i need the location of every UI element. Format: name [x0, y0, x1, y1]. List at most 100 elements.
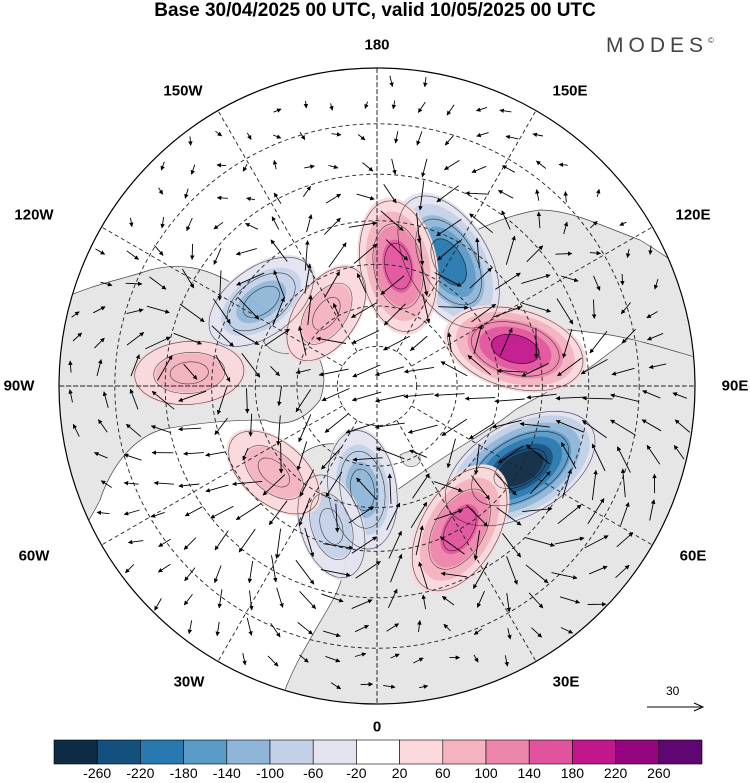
- wind-vector: [188, 136, 193, 146]
- wind-vector: [302, 185, 311, 198]
- wind-vector: [582, 395, 613, 401]
- meridian-line: [217, 110, 358, 352]
- lon-label-180: 180: [364, 36, 390, 54]
- wind-vector: [331, 132, 342, 137]
- wind-vector: [496, 368, 528, 374]
- wind-vector: [387, 588, 398, 608]
- wind-vector: [362, 162, 374, 172]
- wind-vector: [178, 426, 202, 432]
- wind-vector: [213, 248, 222, 265]
- colorbar: [53, 739, 703, 765]
- contour-line: [228, 430, 320, 515]
- contour-line: [226, 272, 296, 332]
- wind-vector: [535, 189, 540, 201]
- wind-vector: [330, 682, 342, 690]
- colorbar-tick: 180: [560, 765, 585, 781]
- contour-set: [134, 340, 245, 405]
- wind-vector: [625, 248, 631, 258]
- wind-vector: [469, 213, 493, 234]
- wind-vector: [649, 499, 656, 521]
- lon-label-120w: 120W: [14, 206, 54, 224]
- wind-vector: [464, 396, 496, 401]
- wind-vector: [476, 590, 485, 608]
- wind-vector: [215, 621, 220, 637]
- contour-line: [312, 296, 341, 331]
- wind-vector: [127, 539, 144, 545]
- wind-vector: [183, 594, 193, 606]
- meridian-line: [101, 405, 343, 546]
- wind-vector: [100, 480, 112, 488]
- colorbar-tick: 220: [603, 765, 628, 781]
- contour-line: [411, 467, 508, 592]
- wind-vector: [125, 423, 142, 438]
- wind-vector: [417, 620, 422, 632]
- colorbar-tick: -260: [83, 765, 112, 781]
- wind-vector: [316, 336, 347, 344]
- wind-vector: [96, 359, 103, 377]
- wind-vector: [418, 180, 425, 211]
- wind-vector: [249, 590, 254, 611]
- wind-vector: [325, 655, 341, 663]
- wind-vector: [506, 593, 511, 613]
- wind-vector: [409, 449, 428, 458]
- colorbar-tick: 20: [391, 765, 408, 781]
- wind-vector: [561, 442, 577, 469]
- wind-vector: [356, 477, 377, 501]
- wind-vector: [418, 561, 429, 590]
- wind-vector: [272, 134, 282, 139]
- wind-vector: [320, 569, 351, 577]
- wind-vector: [380, 275, 405, 295]
- wind-vector: [297, 622, 313, 635]
- wind-vector: [648, 245, 653, 255]
- anomaly-level: [155, 353, 224, 393]
- wind-vector: [146, 305, 170, 314]
- wind-vector: [443, 623, 451, 632]
- wind-vector: [525, 444, 550, 465]
- colorbar-segment: [615, 739, 660, 765]
- wind-vector: [620, 468, 626, 498]
- anomaly-level: [245, 446, 303, 499]
- wind-vector: [123, 480, 139, 486]
- wind-vector: [95, 248, 106, 255]
- wind-vector: [471, 303, 497, 323]
- contour-line: [242, 285, 280, 318]
- wind-vector: [529, 471, 551, 495]
- wind-vector: [467, 355, 492, 376]
- wind-vector: [436, 185, 459, 203]
- wind-vector: [499, 327, 513, 356]
- wind-vector: [232, 329, 260, 345]
- colorbar-segment: [183, 739, 228, 765]
- wind-vector: [356, 272, 367, 293]
- wind-vector: [439, 536, 465, 555]
- wind-vector: [504, 655, 509, 667]
- wind-vector: [235, 503, 262, 521]
- wind-vector: [383, 684, 396, 689]
- wind-vector: [532, 132, 543, 138]
- lon-label-90w: 90W: [3, 377, 35, 395]
- wind-vector: [130, 354, 140, 377]
- wind-vector: [646, 311, 658, 319]
- reference-vector-arrow: [647, 702, 705, 712]
- wind-vector: [276, 415, 281, 446]
- wind-vector: [444, 160, 460, 171]
- wind-vector: [102, 391, 109, 408]
- wind-vector: [386, 502, 401, 531]
- wind-vector: [187, 620, 193, 635]
- wind-vector: [672, 392, 687, 399]
- wind-vector: [446, 104, 455, 116]
- wind-vector: [295, 559, 315, 585]
- wind-vector: [416, 131, 423, 146]
- wind-vector: [563, 221, 569, 235]
- wind-vector: [465, 191, 489, 196]
- wind-vector: [473, 530, 481, 561]
- wind-vector: [391, 158, 397, 175]
- wind-vector: [98, 419, 108, 433]
- wind-vector: [298, 497, 311, 527]
- contour-line: [445, 411, 596, 527]
- wind-vector: [556, 298, 574, 325]
- lon-label-90e: 90E: [721, 377, 749, 395]
- wind-vector: [611, 367, 635, 376]
- colorbar-tick: 100: [474, 765, 498, 781]
- wind-vector: [388, 530, 402, 559]
- wind-vector: [271, 555, 278, 583]
